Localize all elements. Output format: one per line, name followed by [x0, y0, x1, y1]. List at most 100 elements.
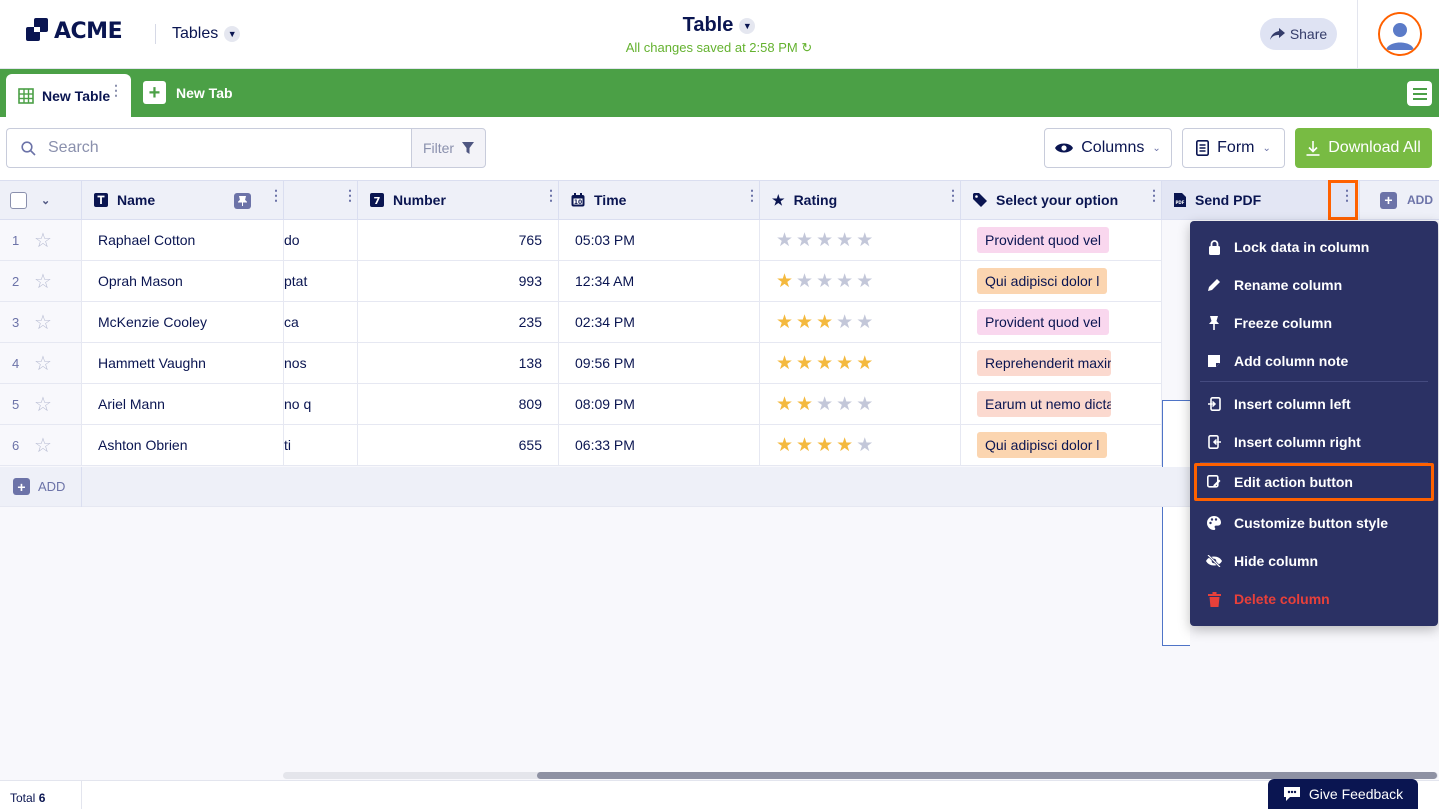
give-feedback-button[interactable]: Give Feedback: [1268, 779, 1418, 809]
cell-hidden[interactable]: ti: [284, 425, 358, 466]
cell-hidden[interactable]: ptat: [284, 261, 358, 302]
cell-option[interactable]: Provident quod vel: [961, 220, 1162, 261]
cell-name[interactable]: Ariel Mann: [82, 384, 284, 425]
column-header-rating[interactable]: ★ Rating ⋮: [760, 180, 961, 220]
star-filled-icon[interactable]: ★: [776, 352, 794, 374]
cell-name[interactable]: Hammett Vaughn: [82, 343, 284, 384]
cell-option[interactable]: Qui adipisci dolor l: [961, 425, 1162, 466]
column-header-name[interactable]: Name ⋮: [82, 180, 284, 220]
menu-item-insert-column-right[interactable]: Insert column right: [1196, 423, 1432, 461]
star-outline-icon[interactable]: ☆: [34, 229, 52, 252]
column-header-time[interactable]: 10 Time ⋮: [559, 180, 760, 220]
star-outline-icon[interactable]: ☆: [34, 311, 52, 334]
horizontal-scrollbar-thumb[interactable]: [537, 772, 1437, 779]
share-button[interactable]: Share: [1260, 18, 1337, 50]
column-menu-icon[interactable]: ⋮: [269, 187, 283, 203]
star-outline-icon[interactable]: ☆: [34, 393, 52, 416]
form-button[interactable]: Form ⌄: [1182, 128, 1285, 168]
cell-name[interactable]: Oprah Mason: [82, 261, 284, 302]
menu-item-rename-column[interactable]: Rename column: [1196, 266, 1432, 304]
menu-item-delete-column[interactable]: Delete column: [1196, 580, 1432, 618]
cell-rating[interactable]: ★ ★ ★ ★ ★: [760, 343, 961, 384]
cell-number[interactable]: 655: [358, 425, 559, 466]
star-filled-icon[interactable]: ★: [796, 311, 814, 333]
star-filled-icon[interactable]: ★: [776, 270, 794, 292]
menu-item-add-column-note[interactable]: Add column note: [1196, 342, 1432, 380]
new-tab-button[interactable]: + New Tab: [143, 81, 233, 104]
avatar[interactable]: [1378, 12, 1422, 56]
cell-time[interactable]: 09:56 PM: [559, 343, 760, 384]
star-empty-icon[interactable]: ★: [836, 393, 854, 415]
add-column-button[interactable]: + ADD: [1360, 180, 1439, 220]
cell-time[interactable]: 05:03 PM: [559, 220, 760, 261]
menu-item-freeze-column[interactable]: Freeze column: [1196, 304, 1432, 342]
cell-hidden[interactable]: nos: [284, 343, 358, 384]
cell-hidden[interactable]: do: [284, 220, 358, 261]
star-empty-icon[interactable]: ★: [856, 270, 874, 292]
cell-number[interactable]: 993: [358, 261, 559, 302]
app-switcher[interactable]: Tables ▼: [172, 25, 241, 43]
menu-item-hide-column[interactable]: Hide column: [1196, 542, 1432, 580]
star-filled-icon[interactable]: ★: [816, 311, 834, 333]
column-menu-icon[interactable]: ⋮: [946, 187, 960, 203]
column-menu-icon[interactable]: ⋮: [544, 187, 558, 203]
cell-option[interactable]: Earum ut nemo dicta: [961, 384, 1162, 425]
cell-rating[interactable]: ★ ★ ★ ★ ★: [760, 220, 961, 261]
cell-option[interactable]: Provident quod vel: [961, 302, 1162, 343]
pin-badge-icon[interactable]: [234, 193, 251, 209]
download-all-button[interactable]: Download All: [1295, 128, 1432, 168]
search-input[interactable]: [48, 139, 388, 157]
star-filled-icon[interactable]: ★: [816, 352, 834, 374]
star-empty-icon[interactable]: ★: [776, 229, 794, 251]
add-row-button[interactable]: + ADD: [13, 478, 65, 495]
column-header-number[interactable]: 7 Number ⋮: [358, 180, 559, 220]
menu-item-insert-column-left[interactable]: Insert column left: [1196, 385, 1432, 423]
cell-name[interactable]: McKenzie Cooley: [82, 302, 284, 343]
cell-time[interactable]: 02:34 PM: [559, 302, 760, 343]
cell-number[interactable]: 235: [358, 302, 559, 343]
star-filled-icon[interactable]: ★: [796, 352, 814, 374]
hamburger-menu-button[interactable]: [1407, 81, 1432, 106]
cell-hidden[interactable]: ca: [284, 302, 358, 343]
document-title[interactable]: Table ▼: [683, 14, 756, 37]
star-filled-icon[interactable]: ★: [776, 311, 794, 333]
column-header-send-pdf[interactable]: PDF Send PDF ⋮: [1162, 180, 1360, 220]
star-empty-icon[interactable]: ★: [836, 311, 854, 333]
cell-name[interactable]: Ashton Obrien: [82, 425, 284, 466]
cell-time[interactable]: 12:34 AM: [559, 261, 760, 302]
filter-button[interactable]: Filter: [411, 128, 486, 168]
star-empty-icon[interactable]: ★: [796, 270, 814, 292]
menu-item-customize-button-style[interactable]: Customize button style: [1196, 504, 1432, 542]
cell-rating[interactable]: ★ ★ ★ ★ ★: [760, 384, 961, 425]
tab-options-icon[interactable]: ⋮: [109, 82, 123, 98]
star-outline-icon[interactable]: ☆: [34, 434, 52, 457]
column-menu-icon[interactable]: ⋮: [745, 187, 759, 203]
column-menu-icon[interactable]: ⋮: [1147, 187, 1161, 203]
star-empty-icon[interactable]: ★: [816, 393, 834, 415]
star-empty-icon[interactable]: ★: [856, 393, 874, 415]
column-header-hidden[interactable]: ⋮: [284, 180, 358, 220]
chevron-down-icon[interactable]: ⌄: [41, 194, 51, 207]
star-filled-icon[interactable]: ★: [836, 352, 854, 374]
cell-rating[interactable]: ★ ★ ★ ★ ★: [760, 425, 961, 466]
acme-logo[interactable]: ACME: [26, 18, 123, 44]
star-empty-icon[interactable]: ★: [856, 229, 874, 251]
menu-item-lock-data-in-column[interactable]: Lock data in column: [1196, 228, 1432, 266]
cell-option[interactable]: Reprehenderit maxime: [961, 343, 1162, 384]
star-outline-icon[interactable]: ☆: [34, 270, 52, 293]
column-menu-icon[interactable]: ⋮: [343, 187, 357, 203]
star-empty-icon[interactable]: ★: [816, 229, 834, 251]
menu-item-edit-action-button[interactable]: Edit action button: [1194, 463, 1434, 501]
cell-number[interactable]: 138: [358, 343, 559, 384]
star-empty-icon[interactable]: ★: [816, 270, 834, 292]
cell-hidden[interactable]: no q: [284, 384, 358, 425]
star-empty-icon[interactable]: ★: [836, 270, 854, 292]
cell-time[interactable]: 06:33 PM: [559, 425, 760, 466]
star-filled-icon[interactable]: ★: [776, 434, 794, 456]
star-filled-icon[interactable]: ★: [856, 352, 874, 374]
columns-button[interactable]: Columns ⌄: [1044, 128, 1172, 168]
cell-number[interactable]: 809: [358, 384, 559, 425]
star-empty-icon[interactable]: ★: [796, 229, 814, 251]
cell-name[interactable]: Raphael Cotton: [82, 220, 284, 261]
star-filled-icon[interactable]: ★: [776, 393, 794, 415]
